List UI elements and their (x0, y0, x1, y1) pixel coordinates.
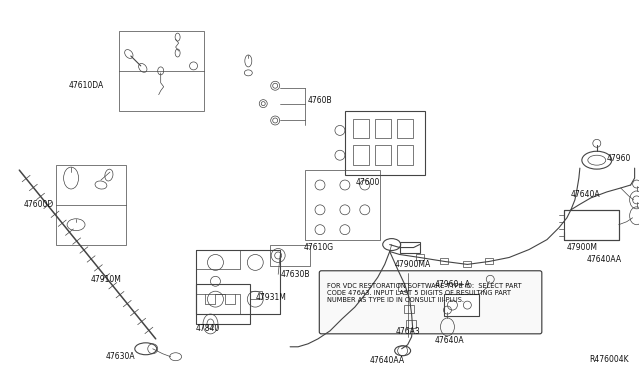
Text: 47640AA: 47640AA (370, 356, 405, 365)
Text: 47610G: 47610G (304, 243, 334, 252)
Bar (353, 119, 369, 138)
Bar (397, 119, 413, 138)
Bar (564, 210, 619, 240)
Bar (397, 145, 413, 165)
Text: 47640A: 47640A (435, 336, 464, 345)
Text: 47840: 47840 (196, 324, 220, 333)
Text: 47610DA: 47610DA (69, 81, 104, 90)
Text: FOR VDC RESTORATION SOFTWARE TYPE ID:  SELECT PART
CODE 476A3. INPUT LAST 5 DIGI: FOR VDC RESTORATION SOFTWARE TYPE ID: SE… (327, 283, 522, 303)
Text: 476A3: 476A3 (396, 327, 420, 336)
Bar (415, 254, 424, 260)
Text: 47630A: 47630A (106, 352, 136, 361)
Bar (444, 294, 479, 316)
Bar (485, 259, 493, 264)
Bar (119, 31, 204, 110)
Text: 47600: 47600 (356, 177, 380, 186)
Bar (345, 110, 424, 175)
Bar (56, 165, 126, 244)
FancyBboxPatch shape (319, 271, 542, 334)
Text: 47910M: 47910M (91, 275, 122, 284)
Bar (196, 284, 250, 324)
Bar (305, 170, 380, 240)
Text: 47640AA: 47640AA (587, 255, 622, 264)
Bar (375, 145, 390, 165)
Text: R476004K: R476004K (589, 355, 628, 364)
Text: 47630B: 47630B (280, 270, 310, 279)
Bar (270, 244, 310, 266)
Bar (397, 283, 408, 291)
Text: 4760B: 4760B (308, 96, 333, 105)
Text: 47900M: 47900M (567, 243, 598, 252)
Text: 47600D: 47600D (23, 201, 54, 209)
Text: 47931M: 47931M (255, 293, 286, 302)
Text: 47960: 47960 (607, 154, 631, 163)
Bar (440, 259, 449, 264)
Bar (375, 119, 390, 138)
Text: 47900MA: 47900MA (395, 260, 431, 269)
Bar (463, 262, 471, 267)
Bar (404, 305, 413, 313)
Bar (353, 145, 369, 165)
Bar (250, 291, 262, 299)
Text: 47640A: 47640A (571, 190, 600, 199)
Text: 47960+A: 47960+A (435, 280, 470, 289)
Bar (399, 241, 420, 253)
Bar (406, 320, 415, 328)
